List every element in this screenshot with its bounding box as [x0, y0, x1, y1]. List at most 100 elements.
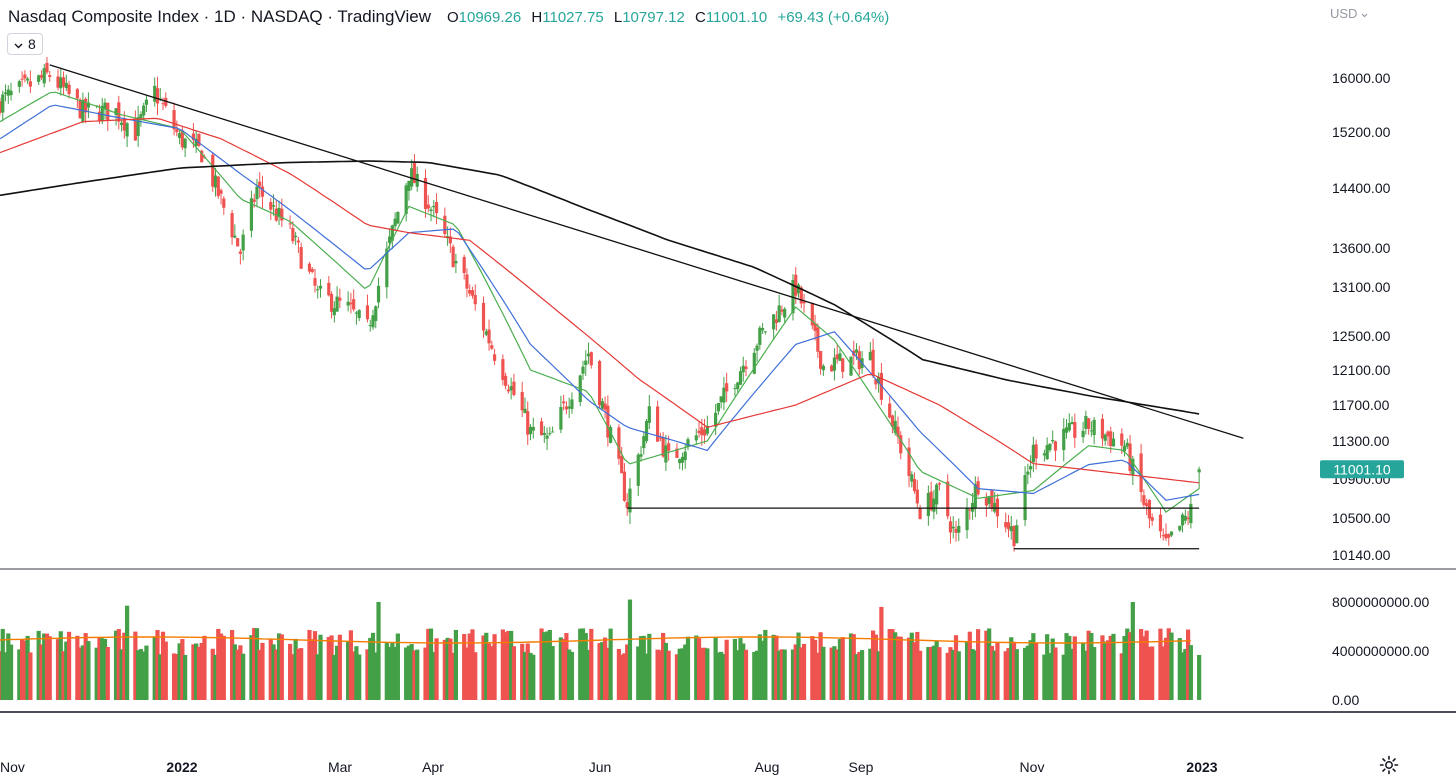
candle-body	[622, 471, 627, 501]
candle-body	[258, 181, 262, 187]
volume-bar	[191, 644, 196, 700]
volume-bar	[724, 639, 729, 700]
volume-bar	[547, 630, 552, 700]
candle-body	[385, 248, 389, 288]
volume-bar	[44, 633, 50, 700]
candle-body	[545, 435, 549, 439]
volume-bar	[685, 636, 691, 700]
candle-body	[429, 209, 433, 212]
candle-body	[528, 426, 533, 435]
currency-menu[interactable]: USD	[1330, 6, 1368, 21]
volume-bar	[257, 649, 262, 700]
candle-body	[97, 111, 102, 122]
volume-axis-label: 8000000000.00	[1332, 594, 1430, 610]
volume-bar	[509, 630, 514, 700]
volume-bar	[934, 641, 939, 700]
candle-body	[1106, 431, 1110, 437]
candle-body	[796, 284, 801, 294]
price-axis-label: 15200.00	[1332, 124, 1391, 140]
volume-bar	[119, 649, 124, 700]
candle-body	[473, 295, 477, 305]
candle-body	[783, 308, 787, 318]
candle-body	[581, 366, 585, 374]
candle-body	[316, 289, 320, 291]
volume-bar	[445, 637, 450, 700]
candle-body	[1158, 514, 1163, 532]
candle-body	[1147, 499, 1152, 519]
volume-bar	[569, 651, 575, 700]
volume-bar	[898, 636, 903, 700]
volume-bar	[995, 642, 1000, 700]
candle-body	[125, 123, 129, 137]
candle-body	[1122, 445, 1127, 452]
time-axis-label: Nov	[0, 759, 25, 775]
high-value: 11027.75	[542, 9, 604, 26]
candle-body	[1139, 453, 1143, 493]
volume-bar	[1161, 646, 1166, 700]
volume-bar	[948, 647, 953, 700]
candle-body	[200, 150, 204, 163]
volume-bar	[290, 654, 295, 700]
volume-bar	[442, 639, 447, 700]
candle-body	[951, 526, 955, 529]
candle-body	[564, 406, 569, 410]
chevron-down-icon	[14, 36, 23, 52]
volume-bar	[929, 646, 934, 700]
candle-body	[117, 102, 121, 122]
candle-body	[271, 205, 276, 207]
candle-body	[490, 345, 494, 349]
volume-bar	[241, 653, 246, 700]
candle-body	[368, 325, 372, 327]
volume-bar	[102, 638, 108, 700]
candle-body	[310, 269, 314, 273]
volume-bar	[160, 631, 166, 700]
volume-bar	[774, 635, 779, 700]
volume-bar	[967, 631, 972, 700]
price-axis-label: 10500.00	[1332, 510, 1391, 526]
candle-body	[678, 459, 682, 464]
symbol-title[interactable]: Nasdaq Composite Index · 1D · NASDAQ · T…	[8, 7, 431, 26]
candle-body	[531, 426, 535, 431]
candle-body	[172, 110, 176, 130]
candle-body	[539, 421, 544, 436]
volume-bar	[655, 649, 660, 700]
volume-moving-average	[0, 636, 1191, 644]
candle-body	[222, 198, 226, 208]
volume-bar	[1031, 633, 1036, 700]
candle-body	[1145, 503, 1149, 506]
indicators-toggle-button[interactable]: 8	[7, 33, 43, 55]
candle-body	[299, 247, 303, 269]
candle-body	[915, 489, 919, 504]
candle-body	[675, 448, 679, 458]
candle-body	[1, 94, 5, 113]
volume-bar	[945, 652, 950, 700]
volume-bar	[22, 640, 27, 700]
time-axis-label: 2022	[166, 759, 197, 775]
candle-body	[119, 122, 124, 126]
volume-bar	[1144, 630, 1149, 700]
volume-bar	[462, 634, 467, 700]
candle-body	[434, 202, 439, 214]
candle-body	[191, 133, 196, 141]
volume-bar	[732, 638, 738, 700]
candle-body	[1142, 495, 1146, 505]
volume-bar	[1130, 602, 1135, 700]
candle-body	[1180, 514, 1185, 526]
volume-bar	[716, 652, 721, 700]
volume-bar	[3, 652, 8, 700]
candle-body	[716, 402, 720, 412]
candle-body	[219, 190, 223, 194]
volume-bar	[799, 647, 804, 700]
candle-body	[990, 490, 994, 509]
candle-body	[606, 405, 610, 438]
volume-bar	[357, 654, 362, 700]
volume-bar	[854, 654, 859, 700]
volume-bar	[274, 649, 279, 700]
gear-icon[interactable]	[1378, 755, 1400, 777]
candle-body	[86, 102, 91, 108]
volume-bar	[1185, 629, 1191, 700]
candle-body	[644, 420, 649, 442]
volume-bar	[987, 628, 992, 700]
candle-body	[468, 290, 472, 294]
